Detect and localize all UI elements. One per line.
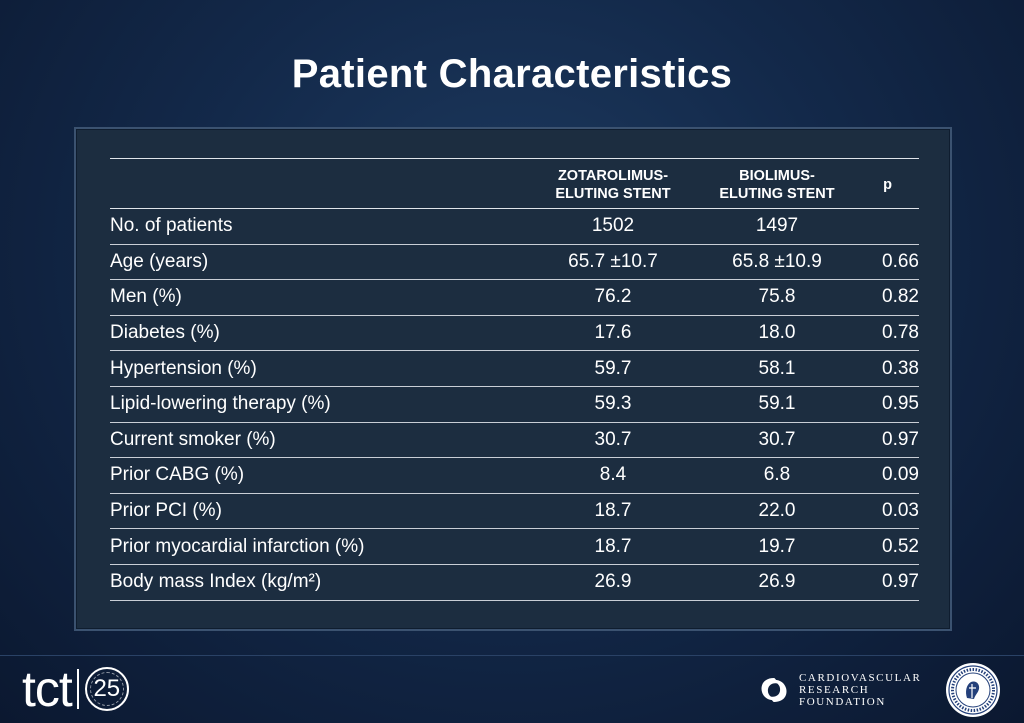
biolimus-value-cell: 1497 <box>755 215 799 237</box>
zotarolimus-value-cell: 18.7 <box>594 535 632 557</box>
row-label-cell: Men (%) <box>110 286 182 308</box>
biolimus-value-cell: 65.8 ±10.9 <box>732 250 822 272</box>
header-zotarolimus-line2: ELUTING STENT <box>555 185 671 202</box>
table-row: Lipid-lowering therapy (%) 59.3 59.1 0.95 <box>110 386 919 423</box>
row-label-cell: No. of patients <box>110 215 233 237</box>
row-label-cell: Prior CABG (%) <box>110 464 245 486</box>
p-value-cell <box>856 209 919 245</box>
row-label-cell: Prior PCI (%) <box>110 500 222 522</box>
row-label-cell: Body mass Index (kg/m²) <box>110 571 322 593</box>
zotarolimus-value-cell: 59.3 <box>594 393 632 415</box>
p-value-cell: 0.95 <box>882 393 919 415</box>
table-row: No. of patients 1502 1497 <box>110 209 919 245</box>
p-value-cell: 0.97 <box>882 428 919 450</box>
p-value-cell: 0.38 <box>882 357 919 379</box>
p-value-cell: 0.97 <box>882 571 919 593</box>
table-row: Age (years) 65.7 ±10.7 65.8 ±10.9 0.66 <box>110 244 919 280</box>
slide-title: Patient Characteristics <box>291 52 733 96</box>
table-panel: ZOTAROLIMUS- ELUTING STENT BIOLIMUS- ELU… <box>74 127 952 631</box>
zotarolimus-value-cell: 59.7 <box>594 357 632 379</box>
header-p-value: p <box>883 176 892 193</box>
crf-line2: RESEARCH <box>799 684 870 696</box>
table-header-row: ZOTAROLIMUS- ELUTING STENT BIOLIMUS- ELU… <box>110 158 919 209</box>
crf-swirl-icon <box>757 675 791 705</box>
biolimus-value-cell: 75.8 <box>758 286 796 308</box>
zotarolimus-value-cell: 76.2 <box>594 286 632 308</box>
zotarolimus-value-cell: 65.7 ±10.7 <box>568 250 658 272</box>
header-biolimus-line2: ELUTING STENT <box>719 185 835 202</box>
table-row: Body mass Index (kg/m²) 26.9 26.9 0.97 <box>110 564 919 601</box>
tct-logo-divider <box>76 669 79 709</box>
table-row: Diabetes (%) 17.6 18.0 0.78 <box>110 315 919 351</box>
tct-logo-text: tct <box>22 661 73 717</box>
zotarolimus-value-cell: 8.4 <box>599 464 627 486</box>
header-label-cell <box>110 159 528 209</box>
biolimus-value-cell: 30.7 <box>758 428 796 450</box>
table-body: No. of patients 1502 1497 Age (years) 65.7 ±… <box>110 209 919 601</box>
header-zotarolimus: ZOTAROLIMUS- ELUTING STENT <box>528 159 698 209</box>
p-value-cell: 0.66 <box>882 250 919 272</box>
p-value-cell: 0.09 <box>882 464 919 486</box>
college-seal-icon <box>945 662 1001 718</box>
crf-line3: FOUNDATION <box>799 696 886 708</box>
patient-characteristics-table: ZOTAROLIMUS- ELUTING STENT BIOLIMUS- ELU… <box>110 158 919 601</box>
biolimus-value-cell: 59.1 <box>758 393 796 415</box>
p-value-cell: 0.52 <box>882 535 919 557</box>
header-biolimus-line1: BIOLIMUS- <box>739 167 815 184</box>
crf-line1: CARDIOVASCULAR <box>799 672 922 684</box>
p-value-cell: 0.03 <box>882 500 919 522</box>
tct-anniversary-badge: 25 <box>84 667 129 711</box>
p-value-cell: 0.82 <box>882 286 919 308</box>
row-label-cell: Lipid-lowering therapy (%) <box>110 393 331 415</box>
row-label-cell: Prior myocardial infarction (%) <box>110 535 365 557</box>
zotarolimus-value-cell: 26.9 <box>594 571 632 593</box>
biolimus-value-cell: 18.0 <box>758 322 796 344</box>
table-row: Men (%) 76.2 75.8 0.82 <box>110 280 919 316</box>
row-label-cell: Hypertension (%) <box>110 357 257 379</box>
row-label-cell: Age (years) <box>110 250 209 272</box>
row-label-cell: Diabetes (%) <box>110 322 220 344</box>
zotarolimus-value-cell: 18.7 <box>594 500 632 522</box>
footer-divider <box>0 655 1024 656</box>
table-row: Current smoker (%) 30.7 30.7 0.97 <box>110 422 919 458</box>
row-label-cell: Current smoker (%) <box>110 428 276 450</box>
biolimus-value-cell: 58.1 <box>758 357 796 379</box>
crf-logo: CARDIOVASCULAR RESEARCH FOUNDATION <box>757 672 921 708</box>
biolimus-value-cell: 26.9 <box>758 571 796 593</box>
biolimus-value-cell: 19.7 <box>758 535 796 557</box>
zotarolimus-value-cell: 1502 <box>591 215 635 237</box>
crf-logo-text: CARDIOVASCULAR RESEARCH FOUNDATION <box>799 672 921 708</box>
header-zotarolimus-line1: ZOTAROLIMUS- <box>557 167 669 184</box>
table-row: Prior CABG (%) 8.4 6.8 0.09 <box>110 458 919 494</box>
tct-logo-number: 25 <box>93 675 121 702</box>
p-value-cell: 0.78 <box>882 322 919 344</box>
tct-logo: tct 25 <box>22 661 129 717</box>
table-row: Hypertension (%) 59.7 58.1 0.38 <box>110 351 919 387</box>
biolimus-value-cell: 22.0 <box>758 500 796 522</box>
biolimus-value-cell: 6.8 <box>763 464 791 486</box>
header-biolimus: BIOLIMUS- ELUTING STENT <box>698 159 856 209</box>
table-row: Prior myocardial infarction (%) 18.7 19.7 0… <box>110 529 919 565</box>
zotarolimus-value-cell: 17.6 <box>594 322 632 344</box>
zotarolimus-value-cell: 30.7 <box>594 428 632 450</box>
table-row: Prior PCI (%) 18.7 22.0 0.03 <box>110 493 919 529</box>
